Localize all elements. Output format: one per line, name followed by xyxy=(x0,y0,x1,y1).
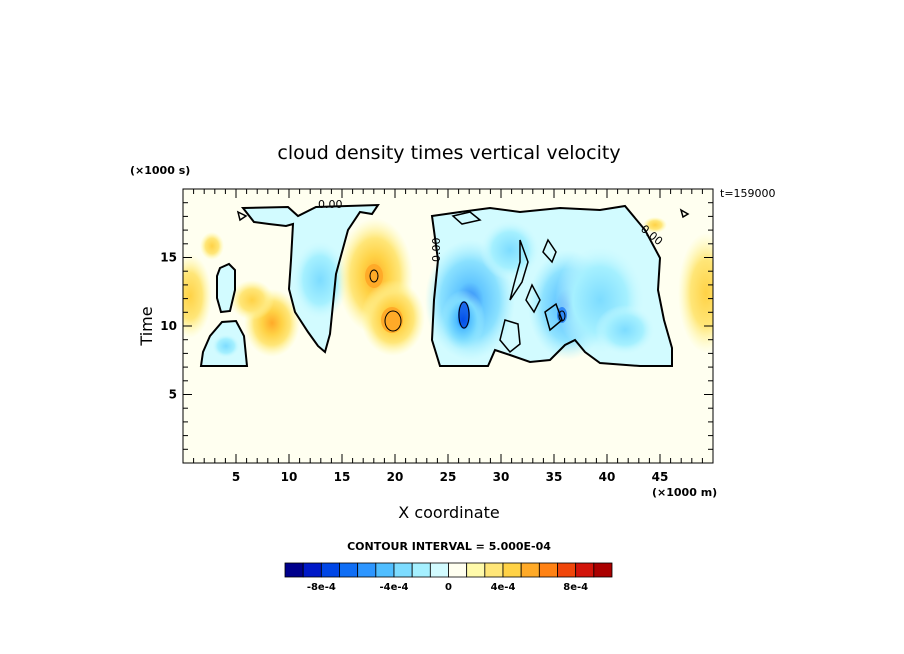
y-axis-ticks xyxy=(183,202,713,450)
contour-label-top: 0.00 xyxy=(318,198,343,211)
colorbar-swatch xyxy=(393,562,413,578)
x-tick-label: 40 xyxy=(599,470,616,484)
y-axis-title: Time xyxy=(137,306,156,346)
colorbar-swatch xyxy=(484,562,504,578)
chart-title: cloud density times vertical velocity xyxy=(277,142,620,164)
colorbar-swatch xyxy=(448,562,468,578)
colorbar-swatch xyxy=(466,562,486,578)
field-layer: 0.00 0.00 0.00 xyxy=(183,198,713,367)
colorbar-swatch xyxy=(339,562,359,578)
colorbar-label: -4e-4 xyxy=(380,582,409,593)
contour-label-mid: 0.00 xyxy=(430,238,443,263)
zero-contours xyxy=(199,203,690,367)
colorbar-label: -8e-4 xyxy=(307,582,336,593)
x-axis-unit: (×1000 m) xyxy=(652,486,717,499)
colorbar-swatch xyxy=(557,562,577,578)
contour-interval: CONTOUR INTERVAL = 5.000E-04 xyxy=(347,540,551,553)
colorbar-swatch xyxy=(520,562,540,578)
x-tick-label: 45 xyxy=(652,470,669,484)
colorbar xyxy=(284,562,613,578)
colorbar-swatch xyxy=(429,562,449,578)
x-tick-label: 15 xyxy=(334,470,351,484)
colorbar-label: 0 xyxy=(445,582,452,593)
y-tick-label: 10 xyxy=(160,319,177,333)
y-axis-unit: (×1000 s) xyxy=(130,164,190,177)
colorbar-swatch xyxy=(375,562,395,578)
positive-region-right-edge xyxy=(678,233,713,353)
x-tick-label: 30 xyxy=(493,470,510,484)
time-stamp: t=159000 xyxy=(720,187,776,200)
x-axis-ticks xyxy=(193,189,703,463)
colorbar-swatch xyxy=(320,562,340,578)
x-tick-label: 10 xyxy=(281,470,298,484)
colorbar-swatch xyxy=(411,562,431,578)
colorbar-label: 8e-4 xyxy=(563,582,588,593)
x-tick-label: 5 xyxy=(232,470,240,484)
y-tick-label: 15 xyxy=(160,251,177,265)
inner-contours xyxy=(369,269,566,332)
colorbar-swatch xyxy=(575,562,595,578)
x-axis-title: X coordinate xyxy=(398,503,499,522)
colorbar-swatch xyxy=(357,562,377,578)
x-tick-label: 25 xyxy=(440,470,457,484)
x-tick-label: 35 xyxy=(546,470,563,484)
colorbar-label: 4e-4 xyxy=(491,582,516,593)
y-tick-labels: 5 10 15 xyxy=(160,251,177,402)
colorbar-swatch xyxy=(502,562,522,578)
colorbar-labels: -8e-4 -4e-4 0 4e-4 8e-4 xyxy=(307,582,588,593)
x-tick-label: 20 xyxy=(387,470,404,484)
y-tick-label: 5 xyxy=(169,388,177,402)
colorbar-swatch xyxy=(593,562,613,578)
positive-region-left-edge xyxy=(183,254,212,338)
colorbar-swatch xyxy=(538,562,558,578)
colorbar-swatch xyxy=(302,562,322,578)
x-tick-labels: 5 10 15 20 25 30 35 40 45 xyxy=(232,470,669,484)
colorbar-swatch xyxy=(284,562,304,578)
